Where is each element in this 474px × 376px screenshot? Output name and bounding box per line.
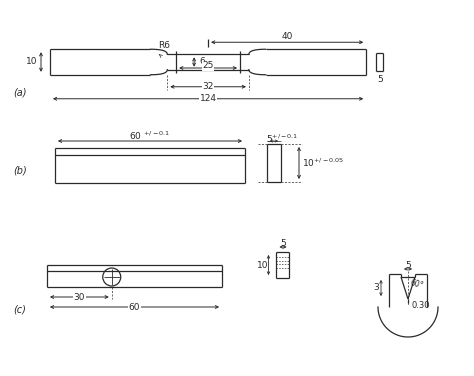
Text: 30: 30 [73, 293, 85, 302]
Text: 5$^{+/-0.1}$: 5$^{+/-0.1}$ [266, 133, 298, 145]
Text: 6: 6 [199, 58, 205, 67]
Text: (c): (c) [14, 304, 27, 314]
Text: 3: 3 [373, 284, 379, 293]
Text: 124: 124 [200, 94, 217, 103]
Text: R6: R6 [158, 41, 171, 50]
Text: 5: 5 [280, 238, 286, 247]
Text: 60 $^{+/-0.1}$: 60 $^{+/-0.1}$ [129, 130, 171, 142]
Text: 10: 10 [26, 58, 38, 67]
Text: (a): (a) [13, 88, 27, 98]
Text: 5: 5 [377, 74, 383, 83]
Text: 60: 60 [129, 303, 140, 311]
Text: 40: 40 [282, 32, 293, 41]
Text: 10$^{+/-0.05}$: 10$^{+/-0.05}$ [302, 157, 344, 169]
Text: 0.30: 0.30 [412, 302, 430, 311]
Text: 5: 5 [405, 261, 411, 270]
Text: (b): (b) [13, 165, 27, 176]
Text: 10: 10 [257, 261, 268, 270]
Text: 25: 25 [202, 62, 214, 71]
Text: 32: 32 [202, 82, 214, 91]
Text: 60°: 60° [409, 278, 425, 290]
